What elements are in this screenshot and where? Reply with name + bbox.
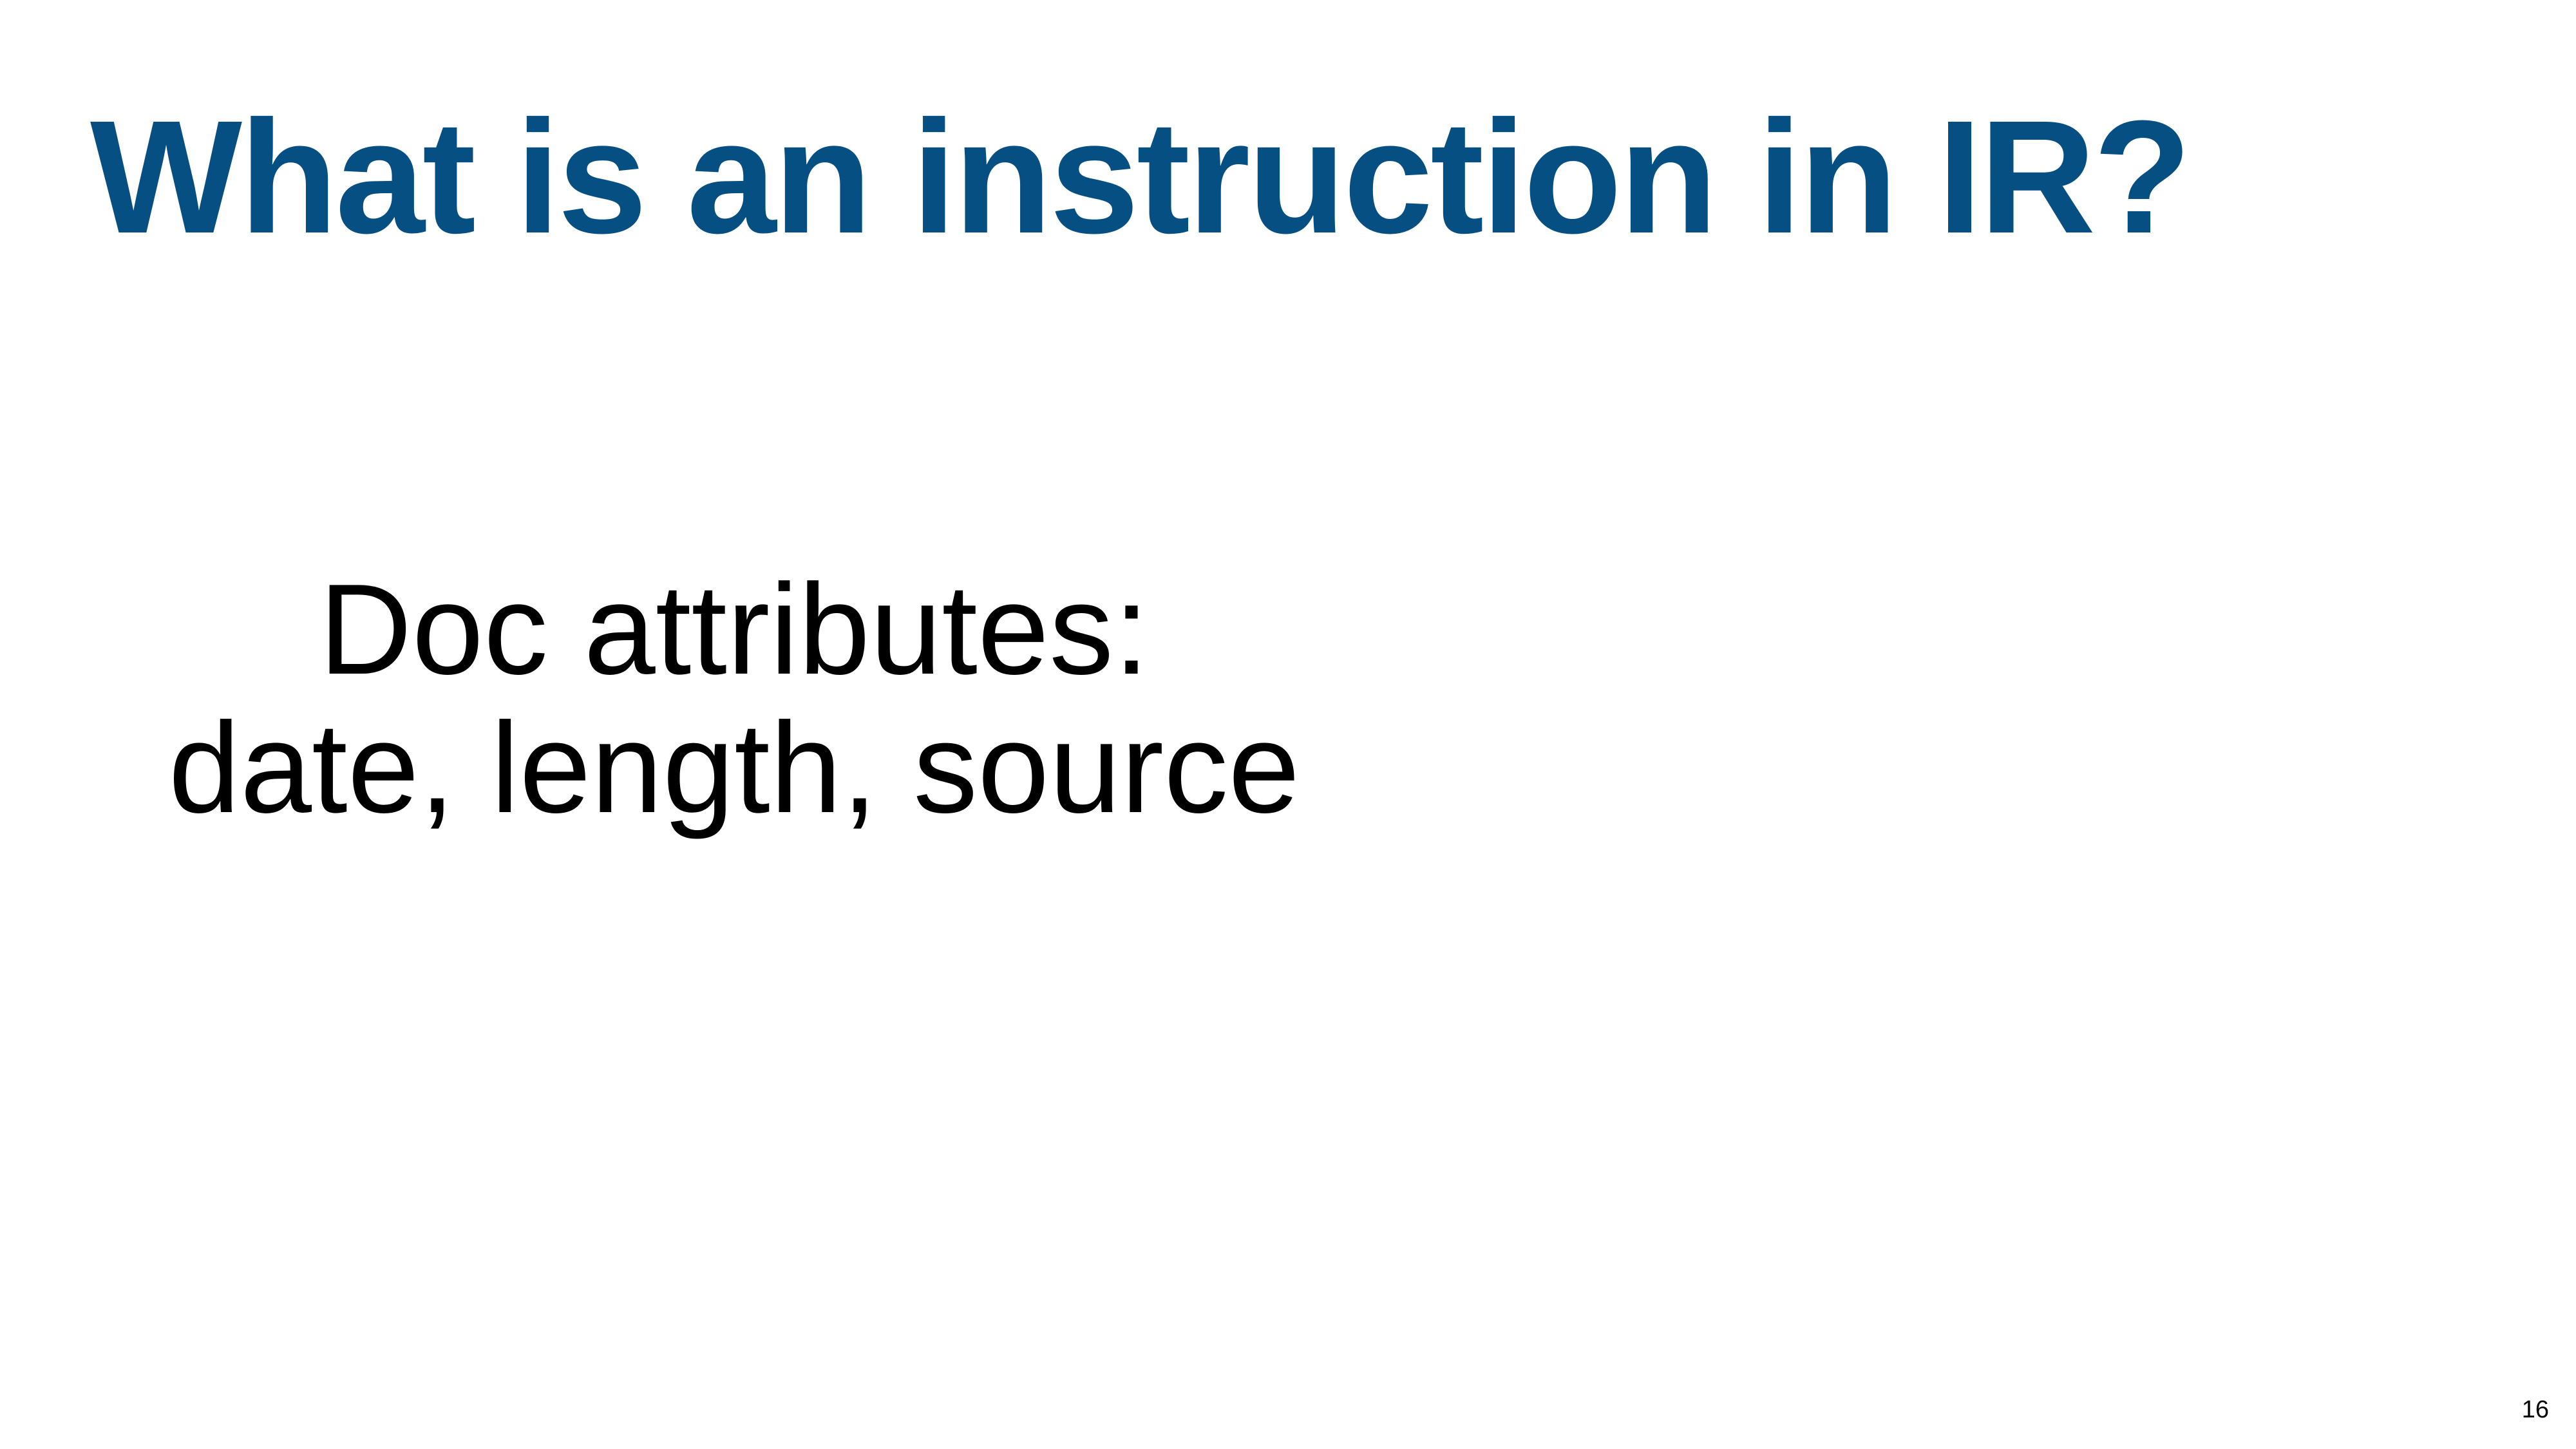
- body-line-heading: Doc attributes:: [319, 558, 1150, 701]
- slide-number: 16: [2521, 1396, 2549, 1423]
- slide-body: Doc attributes: date, length, source: [155, 560, 1314, 837]
- body-line-attributes: date, length, source: [168, 696, 1300, 840]
- slide-title: What is an instruction in IR?: [90, 87, 2192, 267]
